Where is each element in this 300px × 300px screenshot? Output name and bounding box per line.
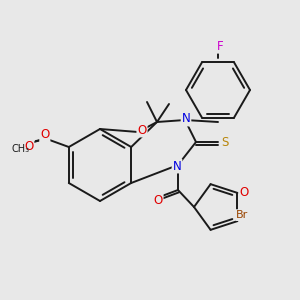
Text: N: N: [182, 112, 190, 125]
Text: F: F: [217, 40, 223, 52]
Text: S: S: [221, 136, 229, 148]
Text: CH₃: CH₃: [12, 144, 30, 154]
Text: O: O: [137, 124, 147, 136]
Text: O: O: [40, 128, 50, 142]
Text: Br: Br: [236, 210, 248, 220]
Text: O: O: [24, 140, 33, 154]
Text: O: O: [240, 186, 249, 200]
Text: O: O: [153, 194, 163, 206]
Text: N: N: [172, 160, 182, 172]
